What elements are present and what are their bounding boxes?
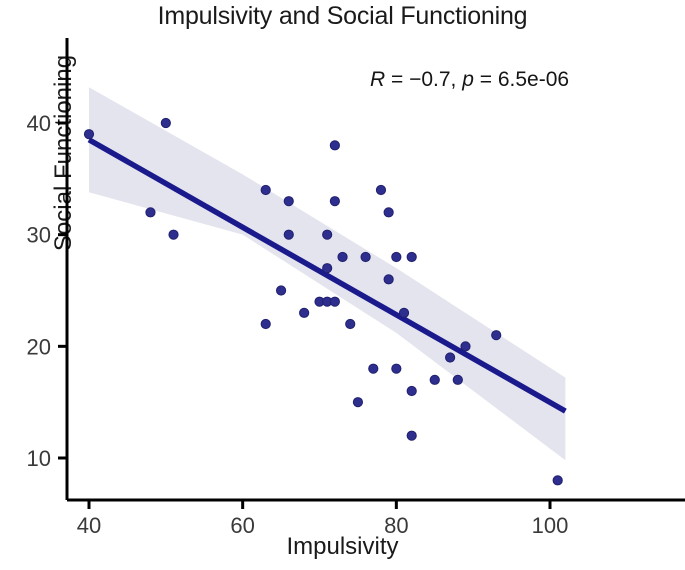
data-point <box>260 184 271 196</box>
data-point <box>383 274 394 285</box>
data-point <box>329 296 340 307</box>
data-point <box>460 341 471 352</box>
annotation-r-symbol: R <box>370 68 386 91</box>
annotation-p-symbol: p <box>462 68 474 91</box>
x-axis-ticks: 40 60 80 100 <box>77 500 569 538</box>
data-point <box>398 307 410 318</box>
data-point <box>329 140 340 151</box>
y-tick-label: 40 <box>27 111 51 136</box>
y-axis-ticks: 10 20 30 40 <box>27 111 67 471</box>
y-tick-label: 20 <box>27 334 51 359</box>
data-point <box>452 374 463 385</box>
x-tick-label: 80 <box>384 513 408 538</box>
data-point <box>275 285 287 296</box>
data-point <box>329 196 340 207</box>
data-point <box>429 374 440 385</box>
data-point <box>552 475 563 486</box>
annotation-p-value: = 6.5e-06 <box>473 68 570 91</box>
data-point <box>160 117 171 129</box>
data-point <box>260 318 271 330</box>
annotation-r-value: = −0.7, <box>385 68 463 91</box>
data-point <box>406 385 417 397</box>
data-point <box>375 184 387 196</box>
x-tick-label: 40 <box>77 513 101 538</box>
data-point <box>337 251 348 263</box>
data-point <box>406 251 417 263</box>
data-point <box>299 307 310 318</box>
data-point <box>406 430 417 441</box>
data-point <box>391 251 402 263</box>
data-point <box>168 229 179 240</box>
correlation-annotation: R = −0.7, p = 6.5e-06 <box>370 68 569 92</box>
data-point <box>345 318 356 330</box>
data-point <box>360 251 371 263</box>
data-point <box>368 363 379 374</box>
data-point <box>383 207 394 218</box>
data-point <box>283 229 294 240</box>
data-point <box>283 196 294 207</box>
x-axis-label: Impulsivity <box>286 533 399 560</box>
plot-axes <box>65 38 685 502</box>
data-point <box>322 229 333 240</box>
x-tick-label: 100 <box>532 513 569 538</box>
data-point <box>491 330 502 341</box>
y-tick-label: 30 <box>27 223 51 248</box>
data-points <box>83 117 563 486</box>
data-point <box>322 263 333 274</box>
data-point <box>391 363 402 374</box>
y-tick-label: 10 <box>27 446 51 471</box>
data-point <box>83 129 95 140</box>
data-point <box>352 397 364 408</box>
regression-line <box>87 137 567 414</box>
data-point <box>445 352 456 363</box>
data-point <box>145 207 156 218</box>
chart-title: Impulsivity and Social Functioning <box>157 2 528 30</box>
x-tick-label: 60 <box>230 513 254 538</box>
